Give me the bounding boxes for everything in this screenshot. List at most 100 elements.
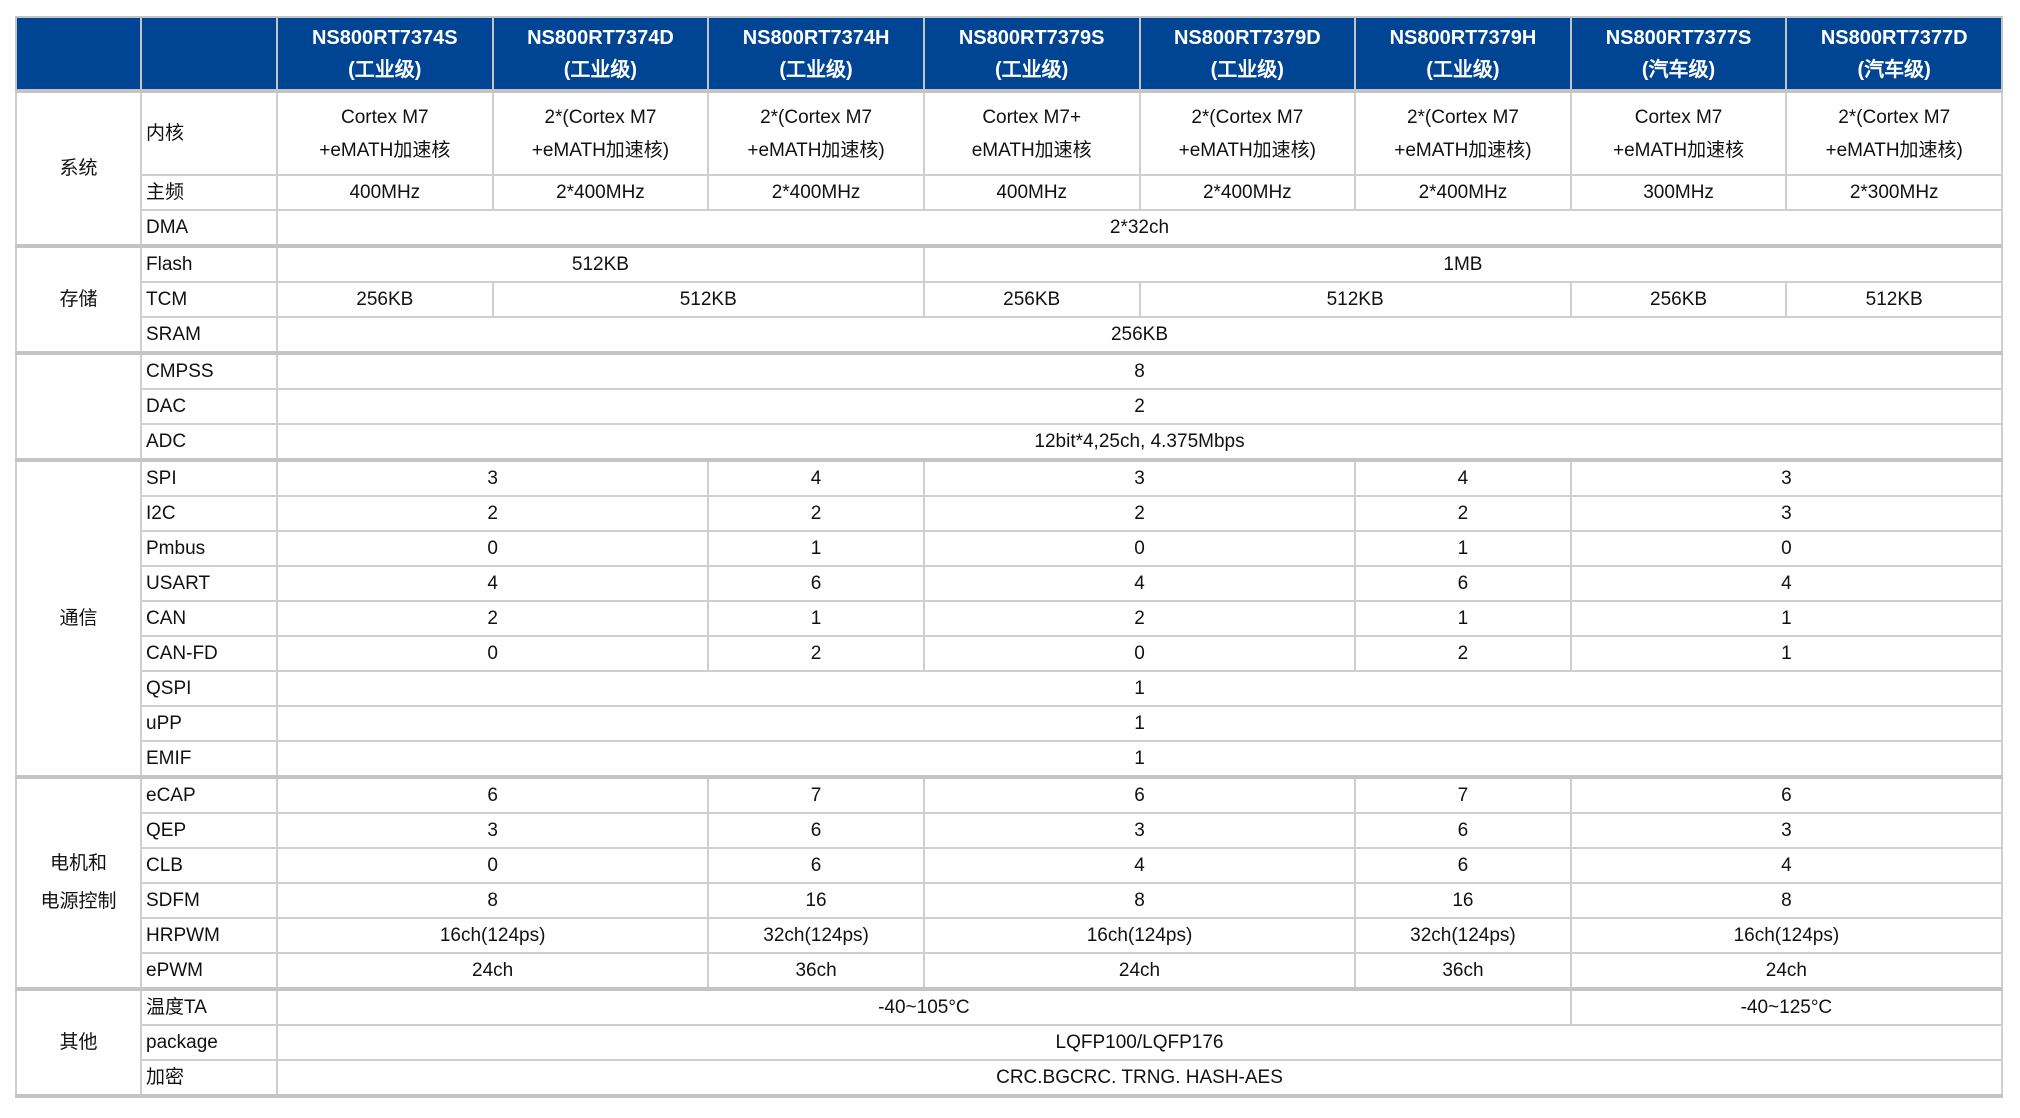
- value-cell: 2*(Cortex M7 +eMATH加速核): [707, 89, 925, 176]
- row-label: USART: [140, 565, 278, 602]
- header-model-ns800rt7377s: NS800RT7377S (汽车级): [1569, 16, 1788, 92]
- group-cell: 其他: [15, 987, 142, 1098]
- value-cell: -40~105°C: [276, 987, 1572, 1026]
- value-cell: 2*(Cortex M7 +eMATH加速核): [491, 89, 710, 176]
- value-cell: 512KB: [276, 244, 925, 283]
- row-label: CLB: [140, 847, 278, 884]
- table-row: Pmbus 0 1 0 1 0: [16, 530, 2004, 567]
- table-row: I2C 2 2 2 2 3: [16, 495, 2004, 532]
- value-cell: Cortex M7 +eMATH加速核: [1569, 89, 1788, 176]
- row-label: I2C: [140, 495, 278, 532]
- value-cell: 2*400MHz: [707, 174, 925, 211]
- row-label: DAC: [140, 388, 278, 425]
- value-cell: 12bit*4,25ch, 4.375Mbps: [276, 423, 2003, 462]
- table-row: QSPI 1: [16, 670, 2003, 707]
- value-cell: 4: [922, 847, 1357, 884]
- value-cell: 2: [1354, 495, 1572, 532]
- table-row: 存储 Flash 512KB 1MB: [15, 244, 2004, 355]
- table-row: CAN 2 1 2 1 1: [16, 600, 2004, 637]
- value-cell: 8: [276, 351, 2003, 390]
- value-cell: 400MHz: [922, 174, 1141, 211]
- value-cell: 4: [275, 565, 710, 602]
- row-label: CAN: [140, 600, 278, 637]
- value-cell: 0: [275, 530, 710, 567]
- table-row: 电机和 电源控制 eCAP 6 7 6 7 6: [15, 775, 2004, 991]
- value-cell: 24ch: [275, 952, 710, 991]
- value-cell: 3: [922, 812, 1357, 849]
- header-group-cell: [15, 16, 142, 92]
- value-cell: 400MHz: [276, 174, 494, 211]
- header-model-ns800rt7374s: NS800RT7374S (工业级): [276, 16, 494, 92]
- row-label: Pmbus: [140, 530, 278, 567]
- table-row: SDFM 8 16 8 16 8: [16, 882, 2004, 919]
- value-cell: 3: [1569, 495, 2004, 532]
- value-cell: 1: [1569, 635, 2004, 672]
- value-cell: 7: [1354, 775, 1572, 814]
- table-row: CLB 0 6 4 6 4: [16, 847, 2004, 884]
- model-name: NS800RT7379S: [958, 26, 1105, 49]
- value-cell: 256KB: [922, 281, 1141, 318]
- row-label: package: [140, 1024, 278, 1061]
- value-cell: 3: [1569, 458, 2004, 497]
- row-label: Flash: [140, 244, 278, 283]
- value-cell: 6: [1354, 847, 1572, 884]
- value-cell: 16ch(124ps): [922, 917, 1357, 954]
- header-model-ns800rt7374h: NS800RT7374H (工业级): [707, 16, 925, 92]
- value-cell: 16ch(124ps): [275, 917, 710, 954]
- value-cell: 2: [275, 600, 710, 637]
- table-row: package LQFP100/LQFP176: [16, 1024, 2003, 1061]
- value-cell: LQFP100/LQFP176: [276, 1024, 2003, 1061]
- header-label-cell: [140, 16, 278, 92]
- value-cell: 6: [707, 812, 925, 849]
- table-row: 加密 CRC.BGCRC. TRNG. HASH-AES: [16, 1059, 2003, 1098]
- value-cell: 4: [922, 565, 1357, 602]
- row-label: ePWM: [140, 952, 278, 991]
- model-grade: (汽车级): [1857, 58, 1931, 81]
- model-name: NS800RT7374S: [311, 26, 458, 49]
- row-label: ADC: [140, 423, 278, 462]
- value-cell: 0: [922, 635, 1357, 672]
- value-cell: 1: [1354, 600, 1572, 637]
- value-cell: 8: [1569, 882, 2004, 919]
- value-cell: 2*400MHz: [491, 174, 710, 211]
- value-cell: 3: [922, 458, 1357, 497]
- table-row: QEP 3 6 3 6 3: [16, 812, 2004, 849]
- value-cell: 2*(Cortex M7 +eMATH加速核): [1354, 89, 1572, 176]
- value-cell: 2: [922, 600, 1357, 637]
- value-cell: 36ch: [707, 952, 925, 991]
- value-cell: Cortex M7 +eMATH加速核: [276, 89, 494, 176]
- value-cell: 2: [922, 495, 1357, 532]
- value-cell: 1: [276, 670, 2003, 707]
- value-cell: 4: [707, 458, 925, 497]
- table-row: 系统 内核 Cortex M7 +eMATH加速核 2*(Cortex M7 +eMA…: [15, 89, 2003, 248]
- value-cell: 6: [275, 775, 710, 814]
- value-cell: 6: [1354, 565, 1572, 602]
- model-name: NS800RT7374D: [527, 26, 674, 49]
- model-grade: (汽车级): [1641, 58, 1716, 81]
- value-cell: 512KB: [491, 281, 925, 318]
- header-model-ns800rt7379s: NS800RT7379S (工业级): [922, 16, 1141, 92]
- value-cell: 1MB: [922, 244, 2004, 283]
- model-grade: (工业级): [995, 58, 1069, 81]
- value-cell: Cortex M7+ eMATH加速核: [922, 89, 1141, 176]
- table-row: ADC 12bit*4,25ch, 4.375Mbps: [16, 423, 2003, 462]
- row-label: 温度TA: [140, 987, 278, 1026]
- value-cell: 0: [1569, 530, 2004, 567]
- model-name: NS800RT7377D: [1820, 26, 1968, 49]
- row-label: SRAM: [140, 316, 278, 355]
- value-cell: 256KB: [1569, 281, 1788, 318]
- table-row: TCM 256KB 512KB 256KB 512KB 256KB 512KB: [16, 281, 2003, 318]
- row-label: eCAP: [140, 775, 278, 814]
- value-cell: 1: [276, 705, 2003, 742]
- row-label: 内核: [140, 89, 278, 176]
- value-cell: 1: [707, 530, 925, 567]
- row-label: QEP: [140, 812, 278, 849]
- row-label: SDFM: [140, 882, 278, 919]
- model-grade: (工业级): [348, 58, 422, 81]
- value-cell: 2*32ch: [276, 209, 2003, 248]
- model-name: NS800RT7374H: [742, 26, 890, 49]
- value-cell: 24ch: [1569, 952, 2004, 991]
- value-cell: CRC.BGCRC. TRNG. HASH-AES: [276, 1059, 2003, 1098]
- value-cell: 3: [275, 812, 710, 849]
- model-grade: (工业级): [1210, 58, 1284, 81]
